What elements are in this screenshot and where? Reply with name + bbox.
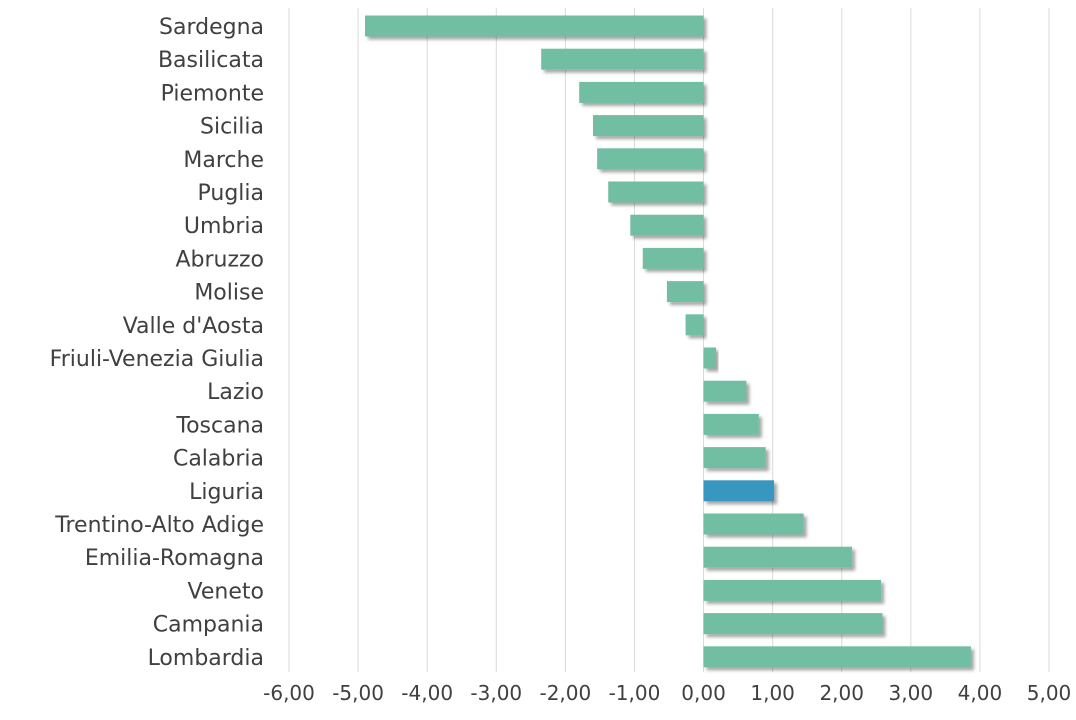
bar <box>593 115 704 137</box>
category-label: Friuli-Venezia Giulia <box>50 347 264 372</box>
bar <box>703 579 882 601</box>
x-tick-label: 2,00 <box>819 681 864 705</box>
bar <box>608 181 704 203</box>
category-label: Lazio <box>207 380 264 405</box>
bar <box>703 413 759 435</box>
category-label: Valle d'Aosta <box>123 314 264 339</box>
x-tick-label: 0,00 <box>681 681 726 705</box>
bar <box>365 15 704 37</box>
gridlines <box>288 8 1050 672</box>
category-label: Toscana <box>175 413 264 438</box>
category-label: Veneto <box>188 579 264 604</box>
bar <box>703 347 716 369</box>
bar <box>703 546 853 568</box>
bar <box>703 380 747 402</box>
category-label: Emilia-Romagna <box>85 546 264 571</box>
bar <box>579 81 704 103</box>
x-tick-label: -5,00 <box>332 681 384 705</box>
category-label: Puglia <box>198 181 265 206</box>
category-label: Abruzzo <box>175 247 264 272</box>
category-label: Lombardia <box>148 646 264 671</box>
bar <box>703 513 804 535</box>
bar <box>703 447 766 469</box>
bar <box>703 646 971 668</box>
category-label: Calabria <box>173 447 264 472</box>
category-label: Molise <box>194 281 264 306</box>
category-label: Liguria <box>189 480 264 505</box>
bar <box>597 148 704 170</box>
x-tick-label: -3,00 <box>470 681 522 705</box>
bars <box>365 15 971 668</box>
category-label: Sardegna <box>159 15 264 40</box>
x-tick-label: 5,00 <box>1027 681 1072 705</box>
bar <box>541 48 704 70</box>
x-tick-label: 3,00 <box>889 681 934 705</box>
x-tick-label: -2,00 <box>539 681 591 705</box>
x-tick-label: -1,00 <box>609 681 661 705</box>
x-tick-label: 1,00 <box>750 681 795 705</box>
category-label: Sicilia <box>200 115 264 140</box>
category-label: Piemonte <box>161 81 264 106</box>
bar <box>642 247 704 269</box>
bar <box>685 314 704 336</box>
bar <box>703 480 775 502</box>
bar <box>630 214 704 236</box>
x-tick-label: -6,00 <box>263 681 315 705</box>
bar <box>666 281 704 303</box>
category-label: Trentino-Alto Adige <box>54 513 264 538</box>
category-label: Marche <box>183 148 264 173</box>
bar <box>703 613 883 635</box>
x-axis-tick-labels: -6,00 -5,00 -4,00 -3,00 -2,00 -1,00 0,00 1,00 2,… <box>263 681 1071 705</box>
category-label: Campania <box>153 613 264 638</box>
x-tick-label: 4,00 <box>958 681 1003 705</box>
category-label: Basilicata <box>158 48 264 73</box>
x-tick-label: -4,00 <box>401 681 453 705</box>
category-labels: Sardegna Basilicata Piemonte Sicilia Marche P… <box>50 15 264 671</box>
category-label: Umbria <box>184 214 264 239</box>
